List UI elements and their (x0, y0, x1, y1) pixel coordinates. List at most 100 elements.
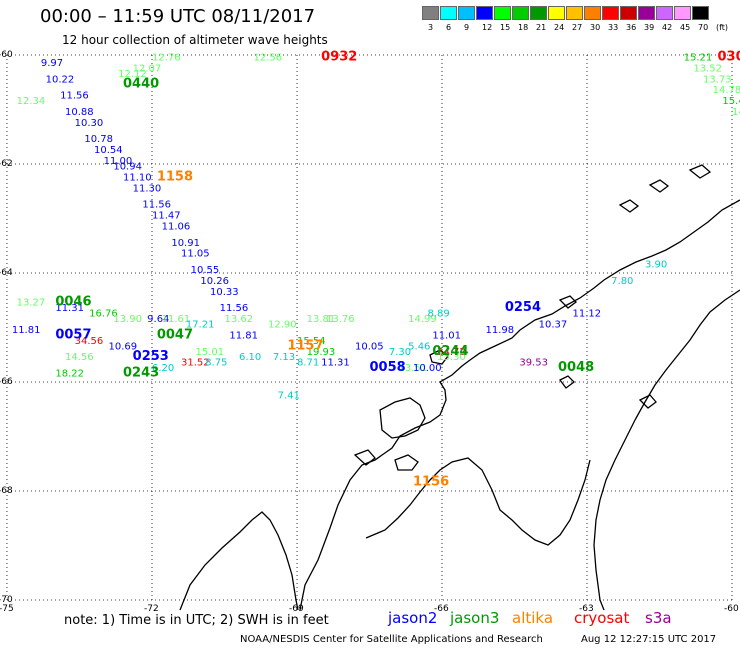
time-labels: 0932 0305 0440 1158 0046 0047 0057 0243 0253 1157… (55, 49, 740, 489)
island-5 (648, 179, 670, 193)
wave-height-label: 12.56 (254, 52, 283, 63)
wave-height-label: 11.30 (133, 183, 162, 194)
wave-height-label: 14.56 (732, 107, 740, 118)
satellite-legend-s3a: s3a (645, 609, 672, 627)
wave-height-label: 11.81 (229, 330, 258, 341)
wave-height-label: 14.78 (713, 85, 740, 96)
wave-height-label: 16.76 (89, 309, 118, 320)
wave-height-label: 13.51 (399, 363, 428, 374)
scale-swatch (620, 6, 637, 20)
wave-height-label: 11.56 (60, 91, 89, 102)
island-8 (638, 394, 657, 409)
wave-height-label: 15.21 (684, 52, 713, 63)
island-7 (558, 295, 577, 309)
longitude-tick-label: -75 (0, 604, 14, 614)
island-3 (429, 349, 449, 365)
latitude-tick-label: -70 (0, 595, 13, 605)
wave-height-label: 12.34 (17, 96, 46, 107)
scale-label: 27 (572, 23, 583, 32)
wave-height-label: 7.13 (273, 352, 295, 363)
scale-swatch (494, 6, 511, 20)
island-4 (618, 199, 640, 213)
alexander-island (179, 511, 299, 611)
graticule-grid (6, 54, 733, 601)
wave-height-label: 11.81 (12, 325, 41, 336)
scale-swatch (458, 6, 475, 20)
wave-height-label: 11.10 (123, 172, 152, 183)
credit-text: NOAA/NESDIS Center for Satellite Applica… (240, 634, 543, 645)
wave-height-label: 10.69 (109, 341, 138, 352)
wave-height-label: 9.97 (41, 58, 63, 69)
scale-label: 3 (428, 23, 434, 32)
pass-time-label: 0057 (55, 327, 91, 342)
wave-height-label: 18.22 (55, 369, 84, 380)
wave-height-label: 15.30 (437, 352, 466, 363)
latitude-tick-label: -60 (0, 50, 13, 60)
wave-height-label: 12.76 (152, 52, 181, 63)
wave-height-label: 11.05 (181, 249, 210, 260)
peninsula-coast (299, 199, 740, 611)
wave-height-label: 10.00 (413, 363, 442, 374)
scale-label: 24 (554, 23, 565, 32)
wave-height-label: 11.31 (55, 303, 84, 314)
scale-swatch (674, 6, 691, 20)
wave-height-label: 11.56 (220, 303, 249, 314)
wave-height-label: 8.71 (297, 358, 319, 369)
wave-height-label: 15.01 (196, 347, 225, 358)
wave-height-label: 13.27 (17, 298, 46, 309)
scale-label: 33 (608, 23, 619, 32)
pass-time-label: 1158 (157, 169, 193, 184)
scale-label: 42 (662, 23, 673, 32)
longitude-tick-label: -66 (434, 604, 449, 614)
wave-height-label: 31.52 (181, 358, 210, 369)
wave-height-label: 34.72 (437, 347, 466, 358)
pass-time-label: 1157 (287, 338, 323, 353)
pass-time-label: 0932 (321, 49, 357, 64)
scale-label: 70 (698, 23, 709, 32)
wave-height-label: 9.64 (147, 314, 169, 325)
wave-height-label: 39.53 (519, 358, 548, 369)
scale-label: 36 (626, 23, 637, 32)
scale-swatch (602, 6, 619, 20)
scale-swatch (530, 6, 547, 20)
wave-height-label: 12.12 (118, 69, 147, 80)
wave-height-label: 13.81 (307, 314, 336, 325)
scale-swatch (692, 6, 709, 20)
satellite-legend-cryosat: cryosat (574, 609, 630, 627)
scale-swatch (422, 6, 439, 20)
scale-label: 15 (500, 23, 511, 32)
scale-swatch (440, 6, 457, 20)
wave-height-label: 6.10 (239, 352, 261, 363)
wave-height-label: 19.93 (307, 347, 336, 358)
satellite-legend-jason3: jason3 (450, 609, 500, 627)
island-1 (394, 454, 419, 471)
wave-height-label: 10.54 (94, 145, 123, 156)
scale-label: (ft) (716, 23, 729, 32)
longitude-tick-label: -60 (724, 604, 739, 614)
wave-height-label: 10.88 (65, 107, 94, 118)
scale-label: 6 (446, 23, 452, 32)
wave-height-label: 8.75 (205, 358, 227, 369)
adelaide-island (379, 397, 426, 439)
wave-height-label: 12.07 (133, 63, 162, 74)
wave-height-label: 13.76 (326, 314, 355, 325)
wave-height-label: 13.52 (693, 63, 722, 74)
wave-height-label: 12.90 (268, 320, 297, 331)
wave-height-label: 13.73 (703, 74, 732, 85)
wave-height-label: 11.31 (321, 358, 350, 369)
latitude-tick-label: -68 (0, 486, 13, 496)
pass-time-label: 0253 (133, 349, 169, 364)
scale-label: 39 (644, 23, 655, 32)
wave-height-label: 11.00 (104, 156, 133, 167)
peninsula-coast-east (593, 289, 740, 611)
generation-timestamp: Aug 12 12:27:15 UTC 2017 (581, 634, 717, 645)
wave-height-label: 5.46 (408, 341, 430, 352)
wave-height-label: 15.54 (297, 336, 326, 347)
longitude-tick-label: -63 (579, 604, 594, 614)
wave-height-label: 11.98 (486, 325, 515, 336)
latitude-tick-label: -66 (0, 377, 13, 387)
scale-swatch (512, 6, 529, 20)
scale-swatch (566, 6, 583, 20)
